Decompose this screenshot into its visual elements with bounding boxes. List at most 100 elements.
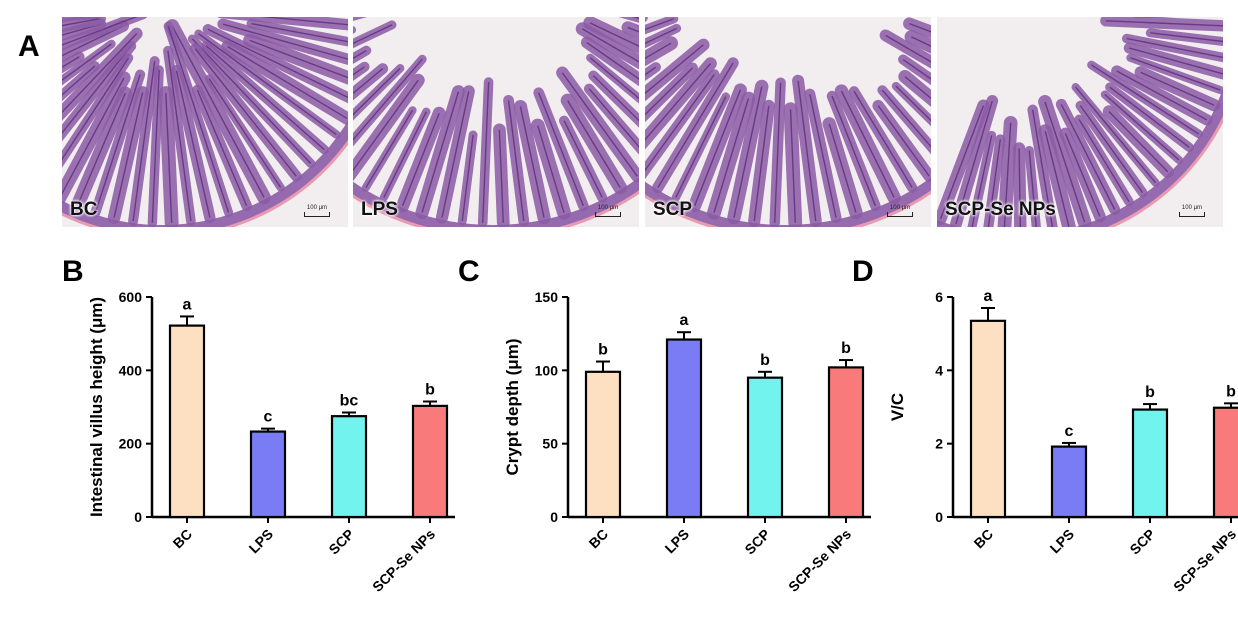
villus-core [167, 26, 230, 213]
villus-core [165, 93, 173, 223]
villus-core [222, 23, 348, 60]
y-axis-label: V/C [890, 393, 907, 421]
villus-core [62, 77, 125, 196]
villus-core [909, 22, 931, 33]
villus-core [645, 44, 704, 95]
villus-core [881, 89, 931, 148]
villus-core [421, 91, 460, 213]
villus-core [753, 105, 770, 222]
villus-core [589, 22, 639, 47]
villus-core [592, 75, 639, 122]
villus-core [645, 42, 672, 60]
villus-core [249, 39, 348, 79]
x-tick-label: SCP [741, 526, 773, 558]
x-tick-label: SCP [1126, 526, 1158, 558]
villus-core [537, 125, 565, 213]
x-tick-label: LPS [1047, 526, 1078, 557]
panel-letter-c: C [458, 255, 480, 288]
villus-core [498, 129, 504, 223]
y-tick-label: 4 [935, 362, 943, 378]
bar-scp [330, 415, 368, 519]
significance-label: b [598, 342, 608, 359]
villus-core [441, 91, 470, 218]
x-tick-label: SCP-Se NPs [369, 526, 438, 595]
y-tick-label: 100 [535, 362, 559, 378]
tissue-group [645, 17, 931, 227]
x-tick-label: BC [970, 526, 996, 552]
villus-core [205, 45, 325, 151]
villus-core [208, 78, 282, 188]
tissue-group [353, 17, 639, 227]
villus-core [1116, 70, 1208, 121]
villus-core [76, 93, 126, 207]
x-tick-label: SCP [325, 526, 357, 558]
villus-core [1075, 86, 1157, 184]
bar-scp-se-nps [1212, 406, 1238, 519]
villus-core [586, 41, 639, 80]
tissue-group [62, 17, 348, 227]
x-tick-label: BC [585, 526, 611, 552]
villus-core [259, 17, 348, 26]
significance-label: c [1065, 423, 1074, 440]
scale-bar-text: 100 μm [306, 205, 328, 211]
scale-bar-text: 100 μm [1181, 205, 1203, 211]
scale-bar: 100 μm [887, 205, 913, 217]
scale-bar: 100 μm [595, 205, 621, 217]
villus-core [1003, 122, 1012, 227]
villus-core [1028, 150, 1037, 227]
villus-core [62, 43, 112, 82]
villus-core [62, 45, 132, 135]
villus-core [1079, 105, 1144, 194]
villus-core [877, 105, 930, 177]
y-tick-label: 0 [134, 509, 142, 525]
villus-core [1129, 47, 1223, 75]
villus-core [132, 60, 156, 222]
scale-bar-line [887, 212, 913, 217]
villus-core [561, 72, 638, 177]
villus-core [62, 17, 100, 27]
villus-core [1105, 20, 1223, 27]
significance-label: b [1226, 383, 1236, 400]
villus-core [207, 28, 348, 99]
panel-letter-a: A [18, 30, 40, 63]
y-tick-label: 6 [935, 289, 943, 305]
villus-core [519, 106, 545, 218]
chart-d-svg: V/C 0 2 4 6 a BC c LPS b SCP b SCP-Se NPs [890, 288, 1238, 595]
y-tick-label: 50 [542, 436, 558, 452]
x-tick-label: BC [169, 526, 195, 552]
villus-core [895, 85, 931, 122]
villus-core [151, 69, 160, 223]
micrograph-label: SCP-Se NPs [945, 199, 1056, 220]
x-tick-label: SCP-Se NPs [1170, 526, 1238, 595]
villus-core [1140, 71, 1215, 106]
micrograph-scp-se-nps-image [937, 17, 1223, 227]
significance-label: b [760, 352, 770, 369]
bar-lps [1050, 445, 1088, 519]
significance-label: a [183, 296, 192, 313]
bar-lps [249, 430, 287, 519]
villus-core [939, 105, 985, 220]
scale-bar-line [595, 212, 621, 217]
bar-lps [665, 338, 703, 519]
villus-core [904, 76, 931, 100]
villus-core [62, 57, 130, 161]
villus-core [383, 111, 427, 198]
villus-core [62, 33, 138, 114]
micrograph-label: SCP [653, 199, 693, 220]
significance-label: a [984, 288, 993, 305]
villus-core [191, 38, 312, 164]
villus-core [62, 17, 138, 46]
villus-core [353, 68, 384, 95]
micrograph-lps-image [353, 17, 639, 227]
villus-core [94, 74, 141, 213]
villus-core [482, 82, 490, 223]
villus-core [1126, 37, 1223, 59]
villus-core [167, 50, 192, 222]
bar-scp-se-nps [827, 366, 865, 519]
villus-core [581, 28, 639, 63]
villus-core [563, 120, 603, 198]
y-tick-label: 200 [119, 436, 143, 452]
chart-b-svg: Intestinal villus height (μm) 0 200 400 600 a… [87, 289, 455, 595]
y-tick-label: 600 [119, 289, 143, 305]
villus-core [902, 58, 931, 80]
